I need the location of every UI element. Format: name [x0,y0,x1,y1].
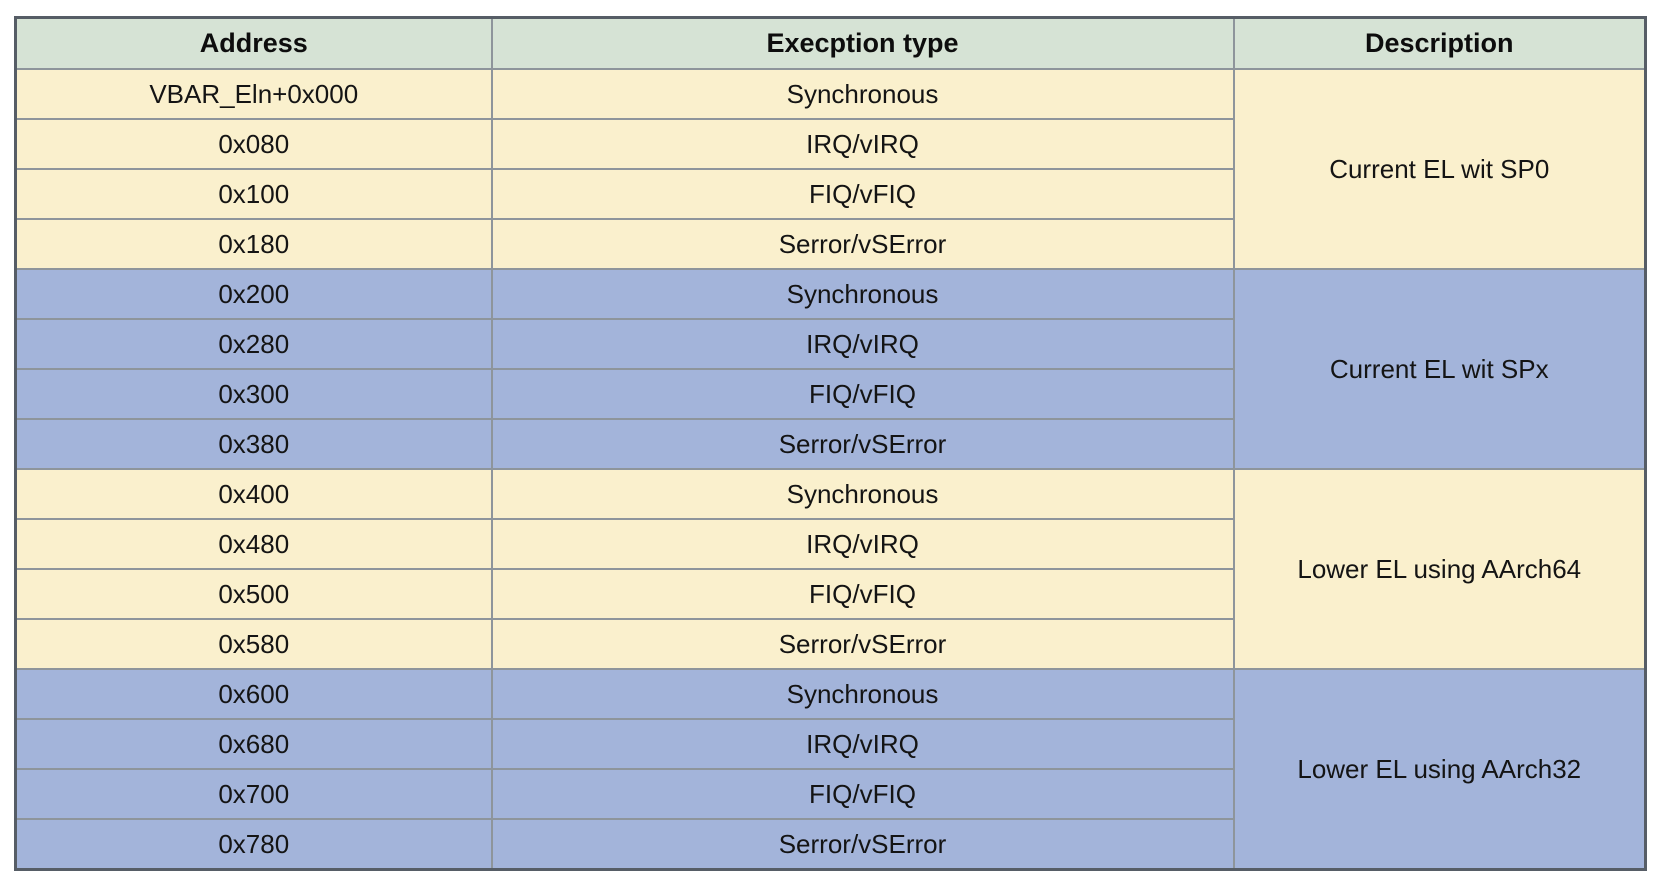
table-row: 0x280 IRQ/vIRQ [14,318,1646,370]
exception-type-cell: FIQ/vFIQ [490,568,1235,620]
description-cell: Lower EL using AArch32 [1232,668,1647,871]
description-cell: Lower EL using AArch64 [1232,468,1647,670]
exception-type-cell: Serror/vSError [490,218,1235,270]
address-cell: 0x680 [14,718,493,770]
exception-type-cell: FIQ/vFIQ [490,368,1235,420]
exception-type-cell: Synchronous [490,268,1235,320]
address-cell: 0x780 [14,818,493,871]
table-row: 0x780 Serror/vSError [14,818,1646,871]
description-cell: Current EL wit SPx [1232,268,1647,470]
exception-type-cell: IRQ/vIRQ [490,518,1235,570]
table-row: 0x100 FIQ/vFIQ [14,168,1646,220]
address-cell: 0x080 [14,118,493,170]
address-cell: 0x380 [14,418,493,470]
address-cell: 0x200 [14,268,493,320]
address-cell: 0x300 [14,368,493,420]
table-row: 0x180 Serror/vSError [14,218,1646,270]
exception-type-column-header: Execption type [490,16,1235,70]
address-cell: 0x600 [14,668,493,720]
address-cell: 0x500 [14,568,493,620]
table-row: 0x480 IRQ/vIRQ [14,518,1646,570]
exception-type-cell: Synchronous [490,68,1235,120]
table-row: 0x600 Synchronous Lower EL using AArch32 [14,668,1647,871]
address-cell: 0x580 [14,618,493,670]
exception-type-cell: Synchronous [490,668,1235,720]
exception-type-cell: Serror/vSError [490,618,1235,670]
table-row: 0x080 IRQ/vIRQ [14,118,1646,170]
exception-vector-table: Address Execption type Description VBAR_… [14,16,1647,871]
exception-type-cell: Serror/vSError [490,818,1235,871]
exception-type-cell: Synchronous [490,468,1235,520]
table-row: 0x200 Synchronous Current EL wit SPx [14,268,1647,470]
exception-type-cell: IRQ/vIRQ [490,318,1235,370]
exception-type-cell: FIQ/vFIQ [490,768,1235,820]
address-cell: 0x400 [14,468,493,520]
table-row: 0x680 IRQ/vIRQ [14,718,1646,770]
address-cell: 0x480 [14,518,493,570]
table-row: 0x700 FIQ/vFIQ [14,768,1646,820]
description-column-header: Description [1232,16,1647,70]
header-row: Address Execption type Description [14,16,1647,70]
description-cell: Current EL wit SP0 [1232,68,1647,270]
address-cell: 0x700 [14,768,493,820]
table-row: 0x380 Serror/vSError [14,418,1646,470]
address-cell: 0x180 [14,218,493,270]
table-row: 0x580 Serror/vSError [14,618,1646,670]
table-row: 0x300 FIQ/vFIQ [14,368,1646,420]
table-row: 0x500 FIQ/vFIQ [14,568,1646,620]
address-column-header: Address [14,16,493,70]
table-row: VBAR_Eln+0x000 Synchronous Current EL wi… [14,68,1647,270]
exception-type-cell: FIQ/vFIQ [490,168,1235,220]
address-cell: 0x100 [14,168,493,220]
address-cell: 0x280 [14,318,493,370]
exception-type-cell: IRQ/vIRQ [490,718,1235,770]
exception-type-cell: Serror/vSError [490,418,1235,470]
address-cell: VBAR_Eln+0x000 [14,68,493,120]
table-row: 0x400 Synchronous Lower EL using AArch64 [14,468,1647,670]
exception-type-cell: IRQ/vIRQ [490,118,1235,170]
